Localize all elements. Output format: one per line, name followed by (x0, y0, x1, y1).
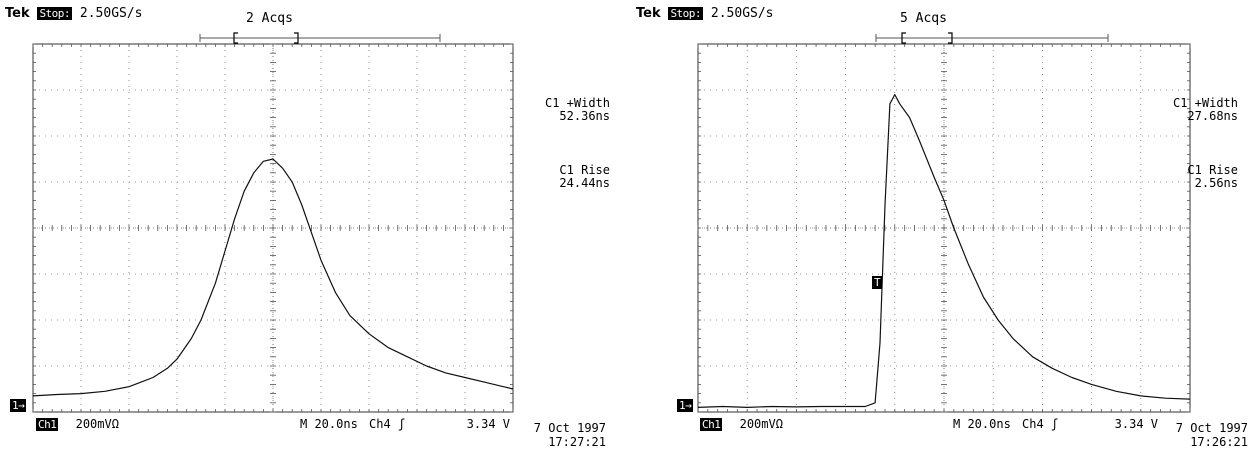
trigger-level: 3.34 V (1114, 417, 1158, 431)
measurement-value: 24.44ns (559, 176, 610, 190)
date-label: 7 Oct 1997 (1175, 421, 1248, 435)
scope-header: Tek Stop: 2.50GS/s (5, 7, 143, 21)
graticule (32, 32, 514, 413)
ground-marker: 1→ (677, 399, 694, 412)
volts-per-div: 200mVΩ (75, 417, 119, 431)
trigger-source: Ch4 (1022, 417, 1044, 431)
brand-label: Tek (636, 6, 661, 21)
measurement-label: C1 Rise (1187, 163, 1238, 177)
timebase-settings: M 20.0ns Ch4 ʃ (300, 417, 405, 431)
channel-settings: Ch1 200mVΩ (700, 417, 783, 431)
scope-panel-right: Tek Stop: 2.50GS/s 5 Acqs C1 +Width 27.6… (628, 0, 1256, 452)
sample-rate-label: 2.50GS/s (710, 6, 774, 21)
measurement-width: C1 +Width 27.68ns (1128, 97, 1238, 123)
waveform-plot-right (697, 32, 1191, 413)
measurement-rise: C1 Rise 2.56ns (1128, 164, 1238, 190)
scope-panel-left: Tek Stop: 2.50GS/s 2 Acqs C1 +Width 52.3… (5, 7, 610, 450)
measurement-value: 52.36ns (559, 109, 610, 123)
trigger-slope-icon: ʃ (1050, 417, 1059, 431)
series-line-1 (32, 158, 514, 397)
acquisitions-label: 2 Acqs (246, 11, 293, 26)
sample-rate-label: 2.50GS/s (79, 6, 143, 21)
date-label: 7 Oct 1997 (533, 421, 606, 435)
timebase-label: M 20.0ns (300, 417, 358, 431)
volts-per-div: 200mVΩ (739, 417, 783, 431)
measurement-label: C1 +Width (544, 96, 610, 110)
record-window-bracket (901, 32, 953, 44)
ground-marker: 1→ (10, 399, 27, 412)
channel-settings: Ch1 200mVΩ (36, 417, 119, 431)
time-label: 17:26:21 (1190, 435, 1248, 449)
graticule (697, 32, 1191, 413)
measurement-value: 27.68ns (1187, 109, 1238, 123)
measurement-rise: C1 Rise 24.44ns (500, 164, 610, 190)
timebase-label: M 20.0ns (953, 417, 1011, 431)
measurement-label: C1 +Width (1172, 96, 1238, 110)
channel-badge: Ch1 (36, 418, 59, 431)
trigger-marker: T (872, 276, 883, 289)
time-label: 17:27:21 (548, 435, 606, 449)
trigger-source: Ch4 (369, 417, 391, 431)
brand-label: Tek (5, 6, 30, 21)
measurement-label: C1 Rise (559, 163, 610, 177)
timebase-settings: M 20.0ns Ch4 ʃ (953, 417, 1058, 431)
record-window-bracket (233, 32, 299, 44)
run-state-badge: Stop: (668, 7, 704, 20)
measurement-value: 2.56ns (1194, 176, 1238, 190)
trigger-level: 3.34 V (466, 417, 510, 431)
series-line-1 (697, 93, 1191, 408)
channel-badge: Ch1 (700, 418, 723, 431)
measurement-width: C1 +Width 52.36ns (500, 97, 610, 123)
run-state-badge: Stop: (37, 7, 73, 20)
trigger-slope-icon: ʃ (397, 417, 406, 431)
timestamp: 7 Oct 1997 17:27:21 (514, 421, 606, 449)
timestamp: 7 Oct 1997 17:26:21 (1156, 421, 1248, 449)
scope-header: Tek Stop: 2.50GS/s (636, 7, 774, 21)
acquisitions-label: 5 Acqs (900, 11, 947, 26)
waveform-plot-left (32, 32, 514, 413)
